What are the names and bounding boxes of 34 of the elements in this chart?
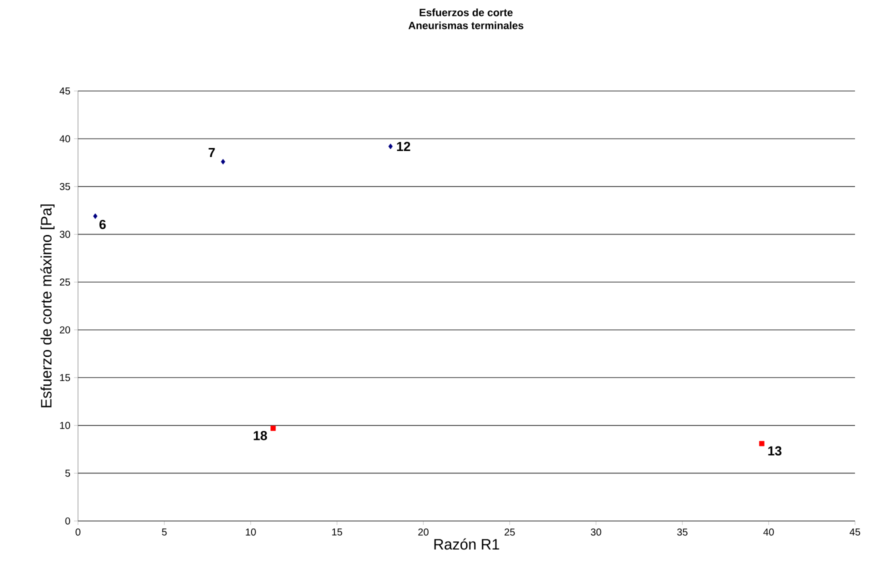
y-tick-label: 0	[65, 517, 70, 525]
chart-subtitle: Aneurismas terminales	[408, 22, 524, 30]
x-tick-label: 40	[763, 528, 774, 536]
annotation: 7	[208, 148, 215, 157]
x-tick-label: 15	[332, 528, 342, 536]
x-tick-label: 25	[504, 528, 515, 536]
y-axis-title: Esfuerzo de corte máximo [Pa]	[40, 204, 55, 408]
annotation: 12	[397, 142, 410, 151]
y-tick-label: 45	[60, 88, 70, 94]
y-tick-label: 35	[60, 183, 70, 190]
annotation: 18	[254, 430, 268, 440]
annotation: 13	[768, 446, 782, 456]
y-tick-label: 40	[60, 135, 70, 142]
point	[93, 213, 98, 219]
x-tick-label: 5	[162, 528, 167, 536]
x-tick-label: 10	[246, 528, 256, 536]
point	[270, 426, 276, 431]
x-tick-label: 45	[850, 528, 860, 536]
y-tick-label: 30	[60, 230, 70, 238]
point	[220, 158, 226, 164]
y-tick-label: 15	[60, 374, 70, 382]
y-tick-label: 5	[65, 470, 70, 477]
x-tick-label: 35	[677, 528, 688, 536]
x-tick-label: 0	[76, 528, 80, 536]
x-tick-label: 30	[590, 528, 602, 536]
chart-title: Esfuerzos de corte	[420, 8, 513, 16]
annotation: 6	[99, 220, 106, 230]
y-tick-label: 10	[60, 422, 70, 429]
x-axis-title: Razón R1	[434, 538, 500, 550]
y-tick-label: 20	[60, 326, 70, 334]
point	[759, 440, 764, 446]
point	[388, 144, 393, 150]
y-tick-label: 25	[60, 278, 70, 286]
x-tick-label: 20	[418, 528, 429, 536]
